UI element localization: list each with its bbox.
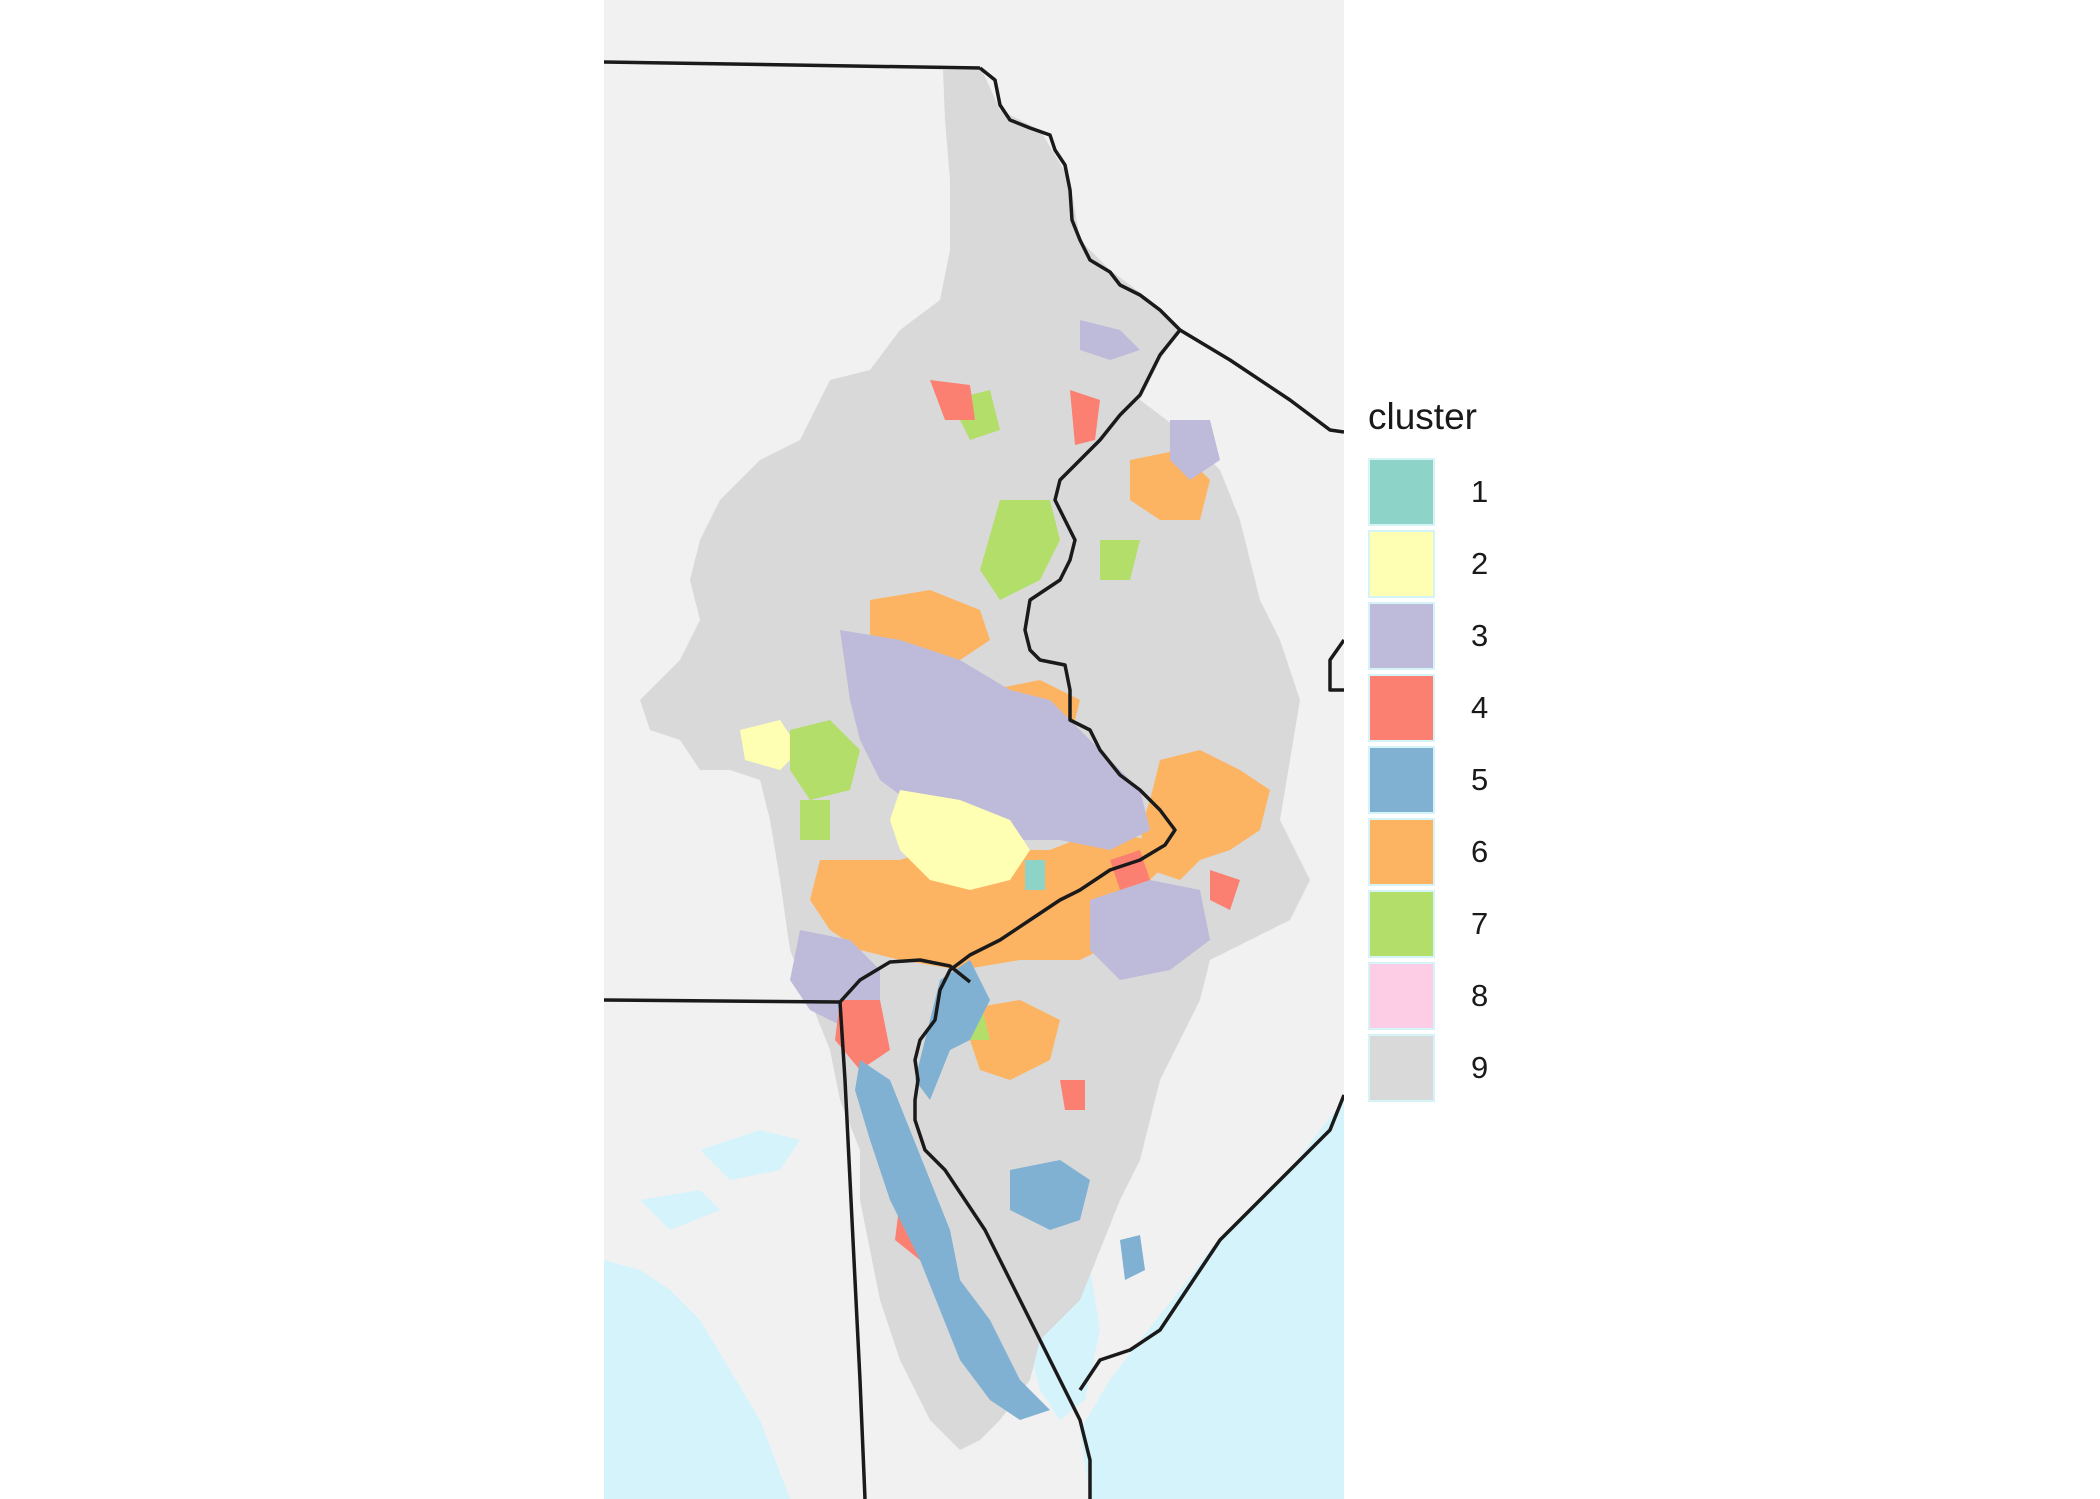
chesapeake-inlet-2 [640,1190,720,1230]
legend-swatch [1368,746,1435,814]
region-cluster-3c [1090,880,1210,980]
region-cluster-7d [1100,540,1140,580]
legend-swatch [1368,962,1435,1030]
legend-label: 3 [1471,618,1489,653]
legend-item-8: 8 [1368,960,1568,1032]
legend-title: cluster [1368,396,1477,437]
region-cluster-4d [1070,390,1100,445]
region-cluster-7b [790,720,860,800]
legend-item-6: 6 [1368,816,1568,888]
region-cluster-6b [1140,750,1270,880]
legend-item-1: 1 [1368,456,1568,528]
legend-swatch [1368,1034,1435,1102]
legend-swatch [1368,602,1435,670]
legend: cluster 1 2 3 4 5 6 7 8 9 [1368,396,1568,1104]
legend-item-5: 5 [1368,744,1568,816]
chesapeake-inlet-1 [700,1130,800,1180]
region-cluster-5d [1120,1235,1145,1280]
legend-swatch [1368,818,1435,886]
legend-label: 7 [1471,906,1489,941]
region-cluster-4g [1210,870,1240,910]
atlantic-ocean [1080,1100,1344,1499]
md-pa-boundary [604,998,841,1004]
region-cluster-7 [980,500,1060,600]
legend-label: 1 [1471,474,1489,509]
ny-nj-east-boundary [1328,638,1344,692]
region-cluster-3e [1170,420,1220,480]
de-md-boundary [838,1001,867,1499]
legend-swatch [1368,458,1435,526]
legend-label: 8 [1471,978,1489,1013]
ny-pa-boundary [604,60,981,70]
legend-item-4: 4 [1368,672,1568,744]
delaware-river-boundary [913,66,1182,1499]
region-cluster-4f [1060,1080,1085,1110]
legend-label: 6 [1471,834,1489,869]
region-cluster-2 [890,790,1030,890]
state-boundaries [604,60,1344,1499]
region-cluster-7f [800,800,830,840]
de-arc-boundary [838,958,972,1004]
region-cluster-6 [810,830,1160,970]
nj-coast-boundary [1078,1094,1344,1391]
legend-label: 9 [1471,1050,1489,1085]
region-cluster-4c [930,380,975,420]
region-cluster-5b [915,960,990,1100]
region-cluster-5c [1010,1160,1090,1230]
legend-item-9: 9 [1368,1032,1568,1104]
region-cluster-5 [855,1060,1050,1420]
legend-swatch [1368,530,1435,598]
legend-swatch [1368,890,1435,958]
legend-item-2: 2 [1368,528,1568,600]
legend-items: 1 2 3 4 5 6 7 8 9 [1368,456,1568,1104]
legend-label: 5 [1471,762,1489,797]
region-cluster-1 [1025,860,1045,890]
legend-swatch [1368,674,1435,742]
nj-ny-boundary [1179,328,1344,434]
legend-label: 2 [1471,546,1489,581]
region-cluster-3d [1080,320,1140,360]
region-cluster-4 [835,1000,890,1070]
legend-label: 4 [1471,690,1489,725]
region-cluster-2b [740,720,800,770]
legend-item-3: 3 [1368,600,1568,672]
legend-item-7: 7 [1368,888,1568,960]
chesapeake-bay [604,1260,790,1499]
